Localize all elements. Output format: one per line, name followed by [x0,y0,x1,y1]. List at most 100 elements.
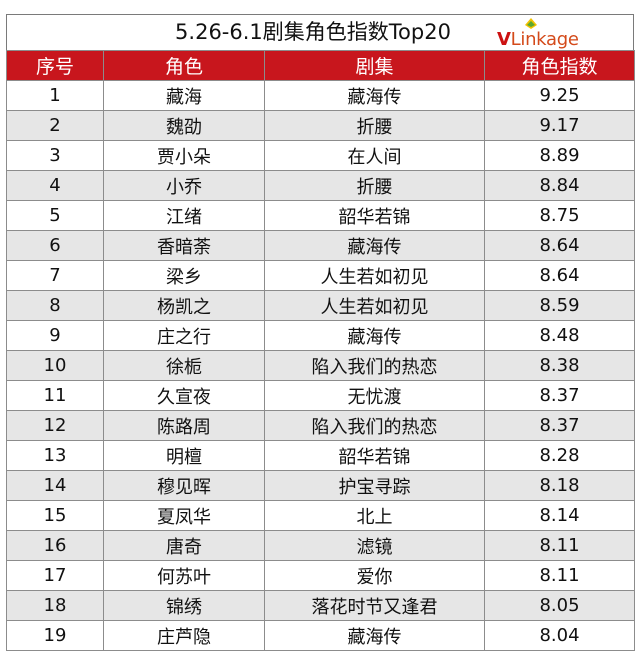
drama-cell: 滤镜 [264,530,485,561]
table-row: 15 夏凤华 北上 8.14 [6,500,635,531]
rank-cell: 3 [6,140,104,171]
table-row: 17 何苏叶 爱你 8.11 [6,560,635,591]
role-cell: 明檀 [103,440,265,471]
drama-cell: 韶华若锦 [264,440,485,471]
index-cell: 8.64 [484,260,635,291]
table-row: 12 陈路周 陷入我们的热恋 8.37 [6,410,635,441]
index-cell: 8.18 [484,470,635,501]
rank-cell: 15 [6,500,104,531]
index-cell: 8.38 [484,350,635,381]
index-cell: 8.11 [484,560,635,591]
index-cell: 8.89 [484,140,635,171]
logo-mark-icon [525,18,537,29]
drama-cell: 陷入我们的热恋 [264,350,485,381]
rank-cell: 14 [6,470,104,501]
role-cell: 庄之行 [103,320,265,351]
table-row: 3 贾小朵 在人间 8.89 [6,140,635,171]
role-cell: 藏海 [103,80,265,111]
role-cell: 魏劭 [103,110,265,141]
rank-cell: 19 [6,620,104,651]
role-cell: 何苏叶 [103,560,265,591]
table-row: 8 杨凯之 人生若如初见 8.59 [6,290,635,321]
index-cell: 8.05 [484,590,635,621]
index-cell: 8.64 [484,230,635,261]
rank-cell: 11 [6,380,104,411]
drama-cell: 陷入我们的热恋 [264,410,485,441]
title-row: 5.26-6.1剧集角色指数Top20 VLinkage [6,14,634,50]
index-cell: 8.84 [484,170,635,201]
drama-cell: 爱你 [264,560,485,591]
index-cell: 8.04 [484,620,635,651]
role-cell: 庄芦隐 [103,620,265,651]
logo-rest: Linkage [510,29,579,50]
rank-cell: 10 [6,350,104,381]
index-cell: 8.37 [484,380,635,411]
index-cell: 8.28 [484,440,635,471]
header-role: 角色 [103,50,265,81]
rank-cell: 16 [6,530,104,561]
drama-cell: 折腰 [264,110,485,141]
table-row: 10 徐栀 陷入我们的热恋 8.38 [6,350,635,381]
role-cell: 小乔 [103,170,265,201]
table-row: 4 小乔 折腰 8.84 [6,170,635,201]
table-row: 19 庄芦隐 藏海传 8.04 [6,620,635,651]
drama-cell: 落花时节又逢君 [264,590,485,621]
role-cell: 唐奇 [103,530,265,561]
rank-cell: 13 [6,440,104,471]
drama-cell: 北上 [264,500,485,531]
role-cell: 杨凯之 [103,290,265,321]
index-cell: 8.14 [484,500,635,531]
role-cell: 锦绣 [103,590,265,621]
table-row: 7 梁乡 人生若如初见 8.64 [6,260,635,291]
drama-cell: 在人间 [264,140,485,171]
drama-cell: 护宝寻踪 [264,470,485,501]
role-cell: 穆见晖 [103,470,265,501]
vlinkage-logo: VLinkage [497,17,593,50]
role-cell: 江绪 [103,200,265,231]
logo-v: V [497,29,511,50]
rank-cell: 5 [6,200,104,231]
drama-cell: 人生若如初见 [264,260,485,291]
index-cell: 8.59 [484,290,635,321]
table-row: 1 藏海 藏海传 9.25 [6,80,635,111]
role-cell: 陈路周 [103,410,265,441]
rank-cell: 4 [6,170,104,201]
table-body: 1 藏海 藏海传 9.25 2 魏劭 折腰 9.17 3 贾小朵 在人间 8.89 4 小乔 折腰 8.84 5… [6,80,635,651]
header-drama: 剧集 [264,50,485,81]
drama-cell: 人生若如初见 [264,290,485,321]
ranking-table: 序号 角色 剧集 角色指数 1 藏海 藏海传 9.25 2 魏劭 折腰 9.17 3 贾小朵 在人间… [6,50,635,651]
table-title: 5.26-6.1剧集角色指数Top20 [175,20,451,44]
index-cell: 8.48 [484,320,635,351]
rank-cell: 7 [6,260,104,291]
rank-cell: 1 [6,80,104,111]
table-row: 2 魏劭 折腰 9.17 [6,110,635,141]
header-index: 角色指数 [484,50,635,81]
index-cell: 9.25 [484,80,635,111]
index-cell: 8.37 [484,410,635,441]
drama-cell: 韶华若锦 [264,200,485,231]
role-cell: 久宣夜 [103,380,265,411]
header-row: 序号 角色 剧集 角色指数 [6,50,635,81]
ranking-sheet: 5.26-6.1剧集角色指数Top20 VLinkage 序号 角色 剧集 角色… [6,14,635,651]
header-rank: 序号 [6,50,104,81]
table-row: 5 江绪 韶华若锦 8.75 [6,200,635,231]
drama-cell: 藏海传 [264,80,485,111]
rank-cell: 6 [6,230,104,261]
role-cell: 梁乡 [103,260,265,291]
index-cell: 8.11 [484,530,635,561]
index-cell: 9.17 [484,110,635,141]
role-cell: 香暗荼 [103,230,265,261]
rank-cell: 18 [6,590,104,621]
table-row: 11 久宣夜 无忧渡 8.37 [6,380,635,411]
table-row: 13 明檀 韶华若锦 8.28 [6,440,635,471]
index-cell: 8.75 [484,200,635,231]
table-row: 14 穆见晖 护宝寻踪 8.18 [6,470,635,501]
role-cell: 贾小朵 [103,140,265,171]
rank-cell: 2 [6,110,104,141]
drama-cell: 折腰 [264,170,485,201]
table-row: 16 唐奇 滤镜 8.11 [6,530,635,561]
table-row: 18 锦绣 落花时节又逢君 8.05 [6,590,635,621]
drama-cell: 藏海传 [264,620,485,651]
logo-text: VLinkage [497,29,579,50]
rank-cell: 8 [6,290,104,321]
